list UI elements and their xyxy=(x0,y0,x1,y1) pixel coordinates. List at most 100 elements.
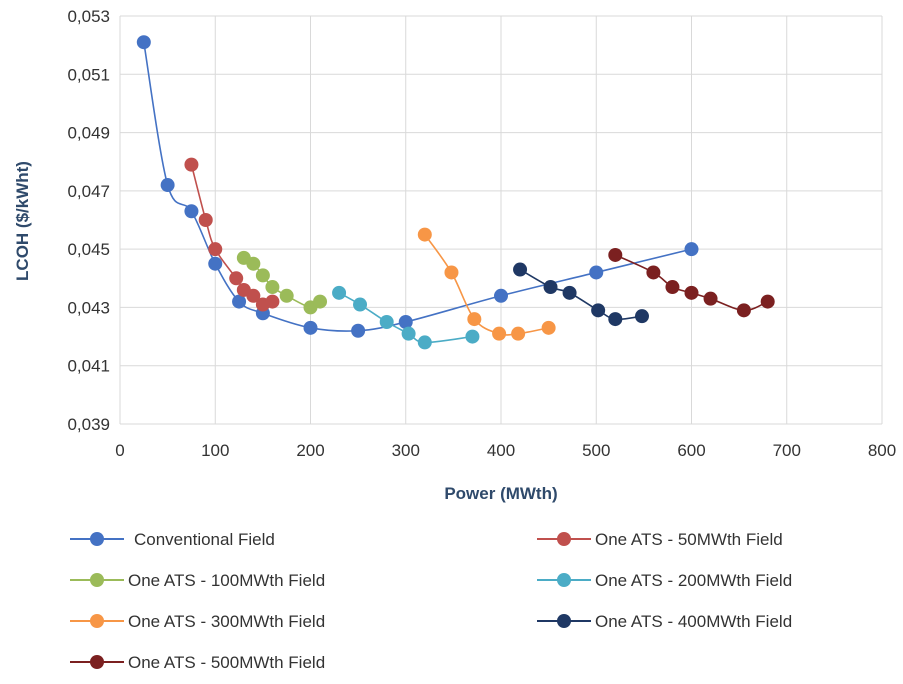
y-tick-label: 0,041 xyxy=(67,357,110,376)
legend-label: One ATS - 50MWth Field xyxy=(595,530,783,549)
x-tick-label: 500 xyxy=(582,441,610,460)
legend-marker xyxy=(557,614,571,628)
x-axis-ticks: 0 100 200 300 400 500 600 700 800 xyxy=(115,441,896,460)
series-5 xyxy=(417,227,556,341)
x-tick-label: 300 xyxy=(392,441,420,460)
legend-item: One ATS - 50MWth Field xyxy=(537,530,783,549)
data-point xyxy=(246,256,261,271)
x-tick-label: 0 xyxy=(115,441,124,460)
y-tick-label: 0,047 xyxy=(67,182,110,201)
data-point xyxy=(351,323,366,338)
data-point xyxy=(303,320,318,335)
legend-item: One ATS - 200MWth Field xyxy=(537,571,792,590)
series-4 xyxy=(332,285,480,350)
legend-marker xyxy=(90,532,104,546)
data-point xyxy=(246,288,261,303)
data-point xyxy=(208,242,223,257)
x-tick-label: 200 xyxy=(296,441,324,460)
data-point xyxy=(398,315,413,329)
y-tick-label: 0,045 xyxy=(67,240,110,259)
data-point xyxy=(160,178,175,193)
data-point xyxy=(184,204,199,219)
data-point xyxy=(736,303,751,318)
x-tick-label: 100 xyxy=(201,441,229,460)
y-axis-ticks: 0,039 0,041 0,043 0,045 0,047 0,049 0,051 0,053 xyxy=(67,7,110,434)
data-point xyxy=(208,256,223,271)
data-point xyxy=(684,242,699,257)
data-point xyxy=(703,291,718,306)
data-point xyxy=(634,309,649,324)
series-line xyxy=(519,268,643,321)
data-point xyxy=(589,265,604,280)
x-tick-label: 800 xyxy=(868,441,896,460)
data-point xyxy=(562,285,577,300)
x-tick-label: 600 xyxy=(677,441,705,460)
data-point xyxy=(494,288,508,303)
data-point xyxy=(353,297,368,312)
legend-item: One ATS - 500MWth Field xyxy=(70,653,325,672)
legend-marker xyxy=(90,573,104,587)
legend-label: One ATS - 200MWth Field xyxy=(595,571,792,590)
y-axis-title: LCOH ($/kWht) xyxy=(13,161,32,281)
data-point xyxy=(401,326,416,341)
data-point xyxy=(513,262,528,277)
data-point xyxy=(646,265,661,280)
data-point xyxy=(417,227,432,242)
data-point xyxy=(417,335,432,350)
data-point xyxy=(379,315,394,329)
legend-label: One ATS - 300MWth Field xyxy=(128,612,325,631)
legend-item: One ATS - 300MWth Field xyxy=(70,612,325,631)
legend-marker xyxy=(90,655,104,669)
series-3 xyxy=(236,250,328,315)
grid-lines xyxy=(119,15,883,425)
y-tick-label: 0,053 xyxy=(67,7,110,26)
series-layer xyxy=(136,35,775,350)
data-point xyxy=(543,280,558,295)
data-point xyxy=(229,271,244,286)
data-point xyxy=(332,285,347,300)
legend-item: One ATS - 100MWth Field xyxy=(70,571,325,590)
data-point xyxy=(492,326,507,341)
legend-item: One ATS - 400MWth Field xyxy=(537,612,792,631)
x-tick-label: 700 xyxy=(773,441,801,460)
series-7 xyxy=(608,247,775,318)
x-axis-title: Power (MWth) xyxy=(444,484,557,503)
series-line xyxy=(143,42,692,332)
data-point xyxy=(684,285,699,300)
legend-label: One ATS - 400MWth Field xyxy=(595,612,792,631)
data-point xyxy=(591,303,606,318)
legend: Conventional Field One ATS - 50MWth Field… xyxy=(70,530,792,672)
data-point xyxy=(541,320,556,335)
x-tick-label: 400 xyxy=(487,441,515,460)
data-point xyxy=(184,157,199,172)
data-point xyxy=(760,294,775,309)
data-point xyxy=(136,35,151,50)
y-tick-label: 0,043 xyxy=(67,298,110,317)
data-point xyxy=(465,329,480,344)
data-point xyxy=(467,312,482,327)
data-point xyxy=(265,280,280,295)
legend-marker xyxy=(557,532,571,546)
y-tick-label: 0,051 xyxy=(67,65,110,84)
data-point xyxy=(444,265,459,280)
legend-label: One ATS - 500MWth Field xyxy=(128,653,325,672)
data-point xyxy=(255,268,270,283)
data-point xyxy=(232,294,247,309)
y-tick-label: 0,039 xyxy=(67,415,110,434)
legend-marker xyxy=(557,573,571,587)
data-point xyxy=(265,294,280,309)
series-1 xyxy=(136,35,699,338)
legend-label: One ATS - 100MWth Field xyxy=(128,571,325,590)
data-point xyxy=(608,247,623,262)
data-point xyxy=(511,326,526,341)
legend-item: Conventional Field xyxy=(70,530,275,549)
legend-label: Conventional Field xyxy=(134,530,275,549)
data-point xyxy=(665,280,680,295)
y-tick-label: 0,049 xyxy=(67,124,110,143)
data-point xyxy=(608,312,623,327)
series-6 xyxy=(513,262,649,327)
data-point xyxy=(313,294,328,309)
series-2 xyxy=(184,157,280,312)
data-point xyxy=(198,213,213,227)
